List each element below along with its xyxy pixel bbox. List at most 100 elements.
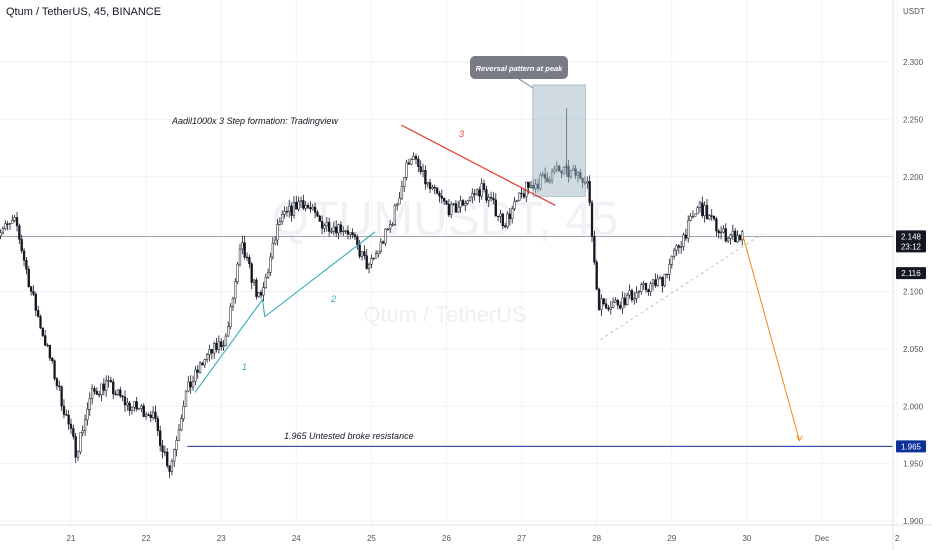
candle-body (0, 232, 2, 236)
candle-body (715, 218, 718, 232)
candle-body (62, 405, 66, 415)
candle-body (224, 335, 228, 346)
candle-body (194, 369, 197, 382)
candle-body (396, 203, 399, 206)
candle-body (112, 381, 115, 395)
candle-body (13, 217, 16, 221)
candle-body (276, 224, 279, 241)
candle-body (342, 230, 345, 233)
candle-body (257, 292, 260, 297)
candle-body (34, 293, 37, 311)
candle-body (353, 234, 357, 238)
time-tick-label: 25 (367, 534, 376, 543)
candle-body (36, 310, 40, 317)
candle-body (414, 156, 418, 160)
candle-body (595, 261, 598, 290)
time-tick-label: 27 (517, 534, 526, 543)
currency-label: USDT (903, 7, 925, 16)
candle-body (654, 279, 657, 286)
candle-body (658, 277, 662, 280)
candle-body (311, 206, 314, 210)
candle-body (332, 226, 336, 232)
candle-body (501, 213, 504, 227)
candle-body (90, 388, 94, 399)
candle-body (130, 406, 134, 411)
candle-body (349, 232, 352, 235)
tooltip-text: Reversal pattern at peak (476, 64, 564, 73)
candle-body (187, 381, 190, 392)
candle-body (694, 213, 697, 217)
secondary-price-tag-text: 2.116 (901, 269, 921, 278)
candle-body (482, 183, 486, 190)
candle-body (102, 383, 106, 391)
reversal-box (532, 84, 586, 197)
price-axis[interactable]: 2.3002.2502.2002.1502.1002.0502.0001.950… (892, 0, 926, 550)
candle-body (121, 395, 124, 398)
candle-body (29, 286, 33, 292)
candle-body (325, 221, 328, 226)
candle-body (170, 460, 174, 472)
candle-body (288, 205, 291, 212)
candle-body (637, 291, 641, 294)
step-pullback-line (262, 299, 266, 317)
time-tick-label: 24 (292, 534, 301, 543)
candle-body (173, 449, 176, 462)
price-tick-label: 2.000 (903, 402, 924, 411)
candle-body (196, 369, 199, 373)
candle-body (515, 200, 519, 202)
candle-body (365, 255, 368, 269)
candle-body (243, 242, 246, 258)
candle-body (259, 292, 263, 296)
candle-body (335, 226, 338, 234)
candle-body (203, 359, 206, 366)
candle-body (55, 378, 59, 387)
candle-body (255, 279, 258, 297)
candle-body (309, 207, 312, 210)
candle-body (621, 297, 624, 309)
candle-body (95, 391, 98, 395)
candle-body (79, 432, 82, 453)
candle-body (712, 215, 716, 220)
candle-body (433, 187, 436, 189)
candle-body (88, 398, 91, 410)
candle-body (105, 380, 108, 391)
candle-body (398, 197, 401, 205)
candle-body (647, 289, 650, 293)
candle-body (428, 182, 432, 189)
candle-body (475, 189, 479, 195)
time-axis[interactable]: 21 22 23 24 25 26 27 28 29 30 Dec 2 (0, 524, 932, 543)
candle-body (520, 192, 523, 195)
candle-body (675, 245, 678, 251)
candle-body (717, 230, 720, 234)
candle-body (485, 189, 488, 201)
candle-body (189, 381, 192, 388)
candle-body (668, 264, 671, 275)
candle-body (163, 451, 167, 453)
candle-body (215, 343, 218, 350)
current-price-tag-text: 2.148 (901, 232, 922, 241)
candle-body (337, 224, 340, 234)
candle-body (487, 197, 490, 201)
rising-trend-dashed (600, 233, 763, 341)
candle-body (304, 205, 307, 209)
candle-body (400, 186, 404, 199)
candle-body (60, 386, 63, 407)
candle-body (729, 234, 732, 239)
candle-body (346, 230, 350, 235)
candle-body (379, 241, 382, 252)
candle-body (220, 341, 223, 347)
candle-body (708, 215, 711, 220)
candle-body (46, 344, 49, 347)
candle-body (299, 200, 303, 203)
candle-body (74, 436, 77, 458)
candle-body (447, 203, 450, 216)
candle-body (464, 203, 467, 206)
candle-body (156, 418, 159, 431)
candle-body (489, 197, 493, 199)
candle-body (672, 249, 676, 257)
candle-body (741, 231, 744, 241)
candle-body (480, 183, 483, 197)
candle-body (450, 203, 453, 216)
candle-body (262, 287, 265, 296)
